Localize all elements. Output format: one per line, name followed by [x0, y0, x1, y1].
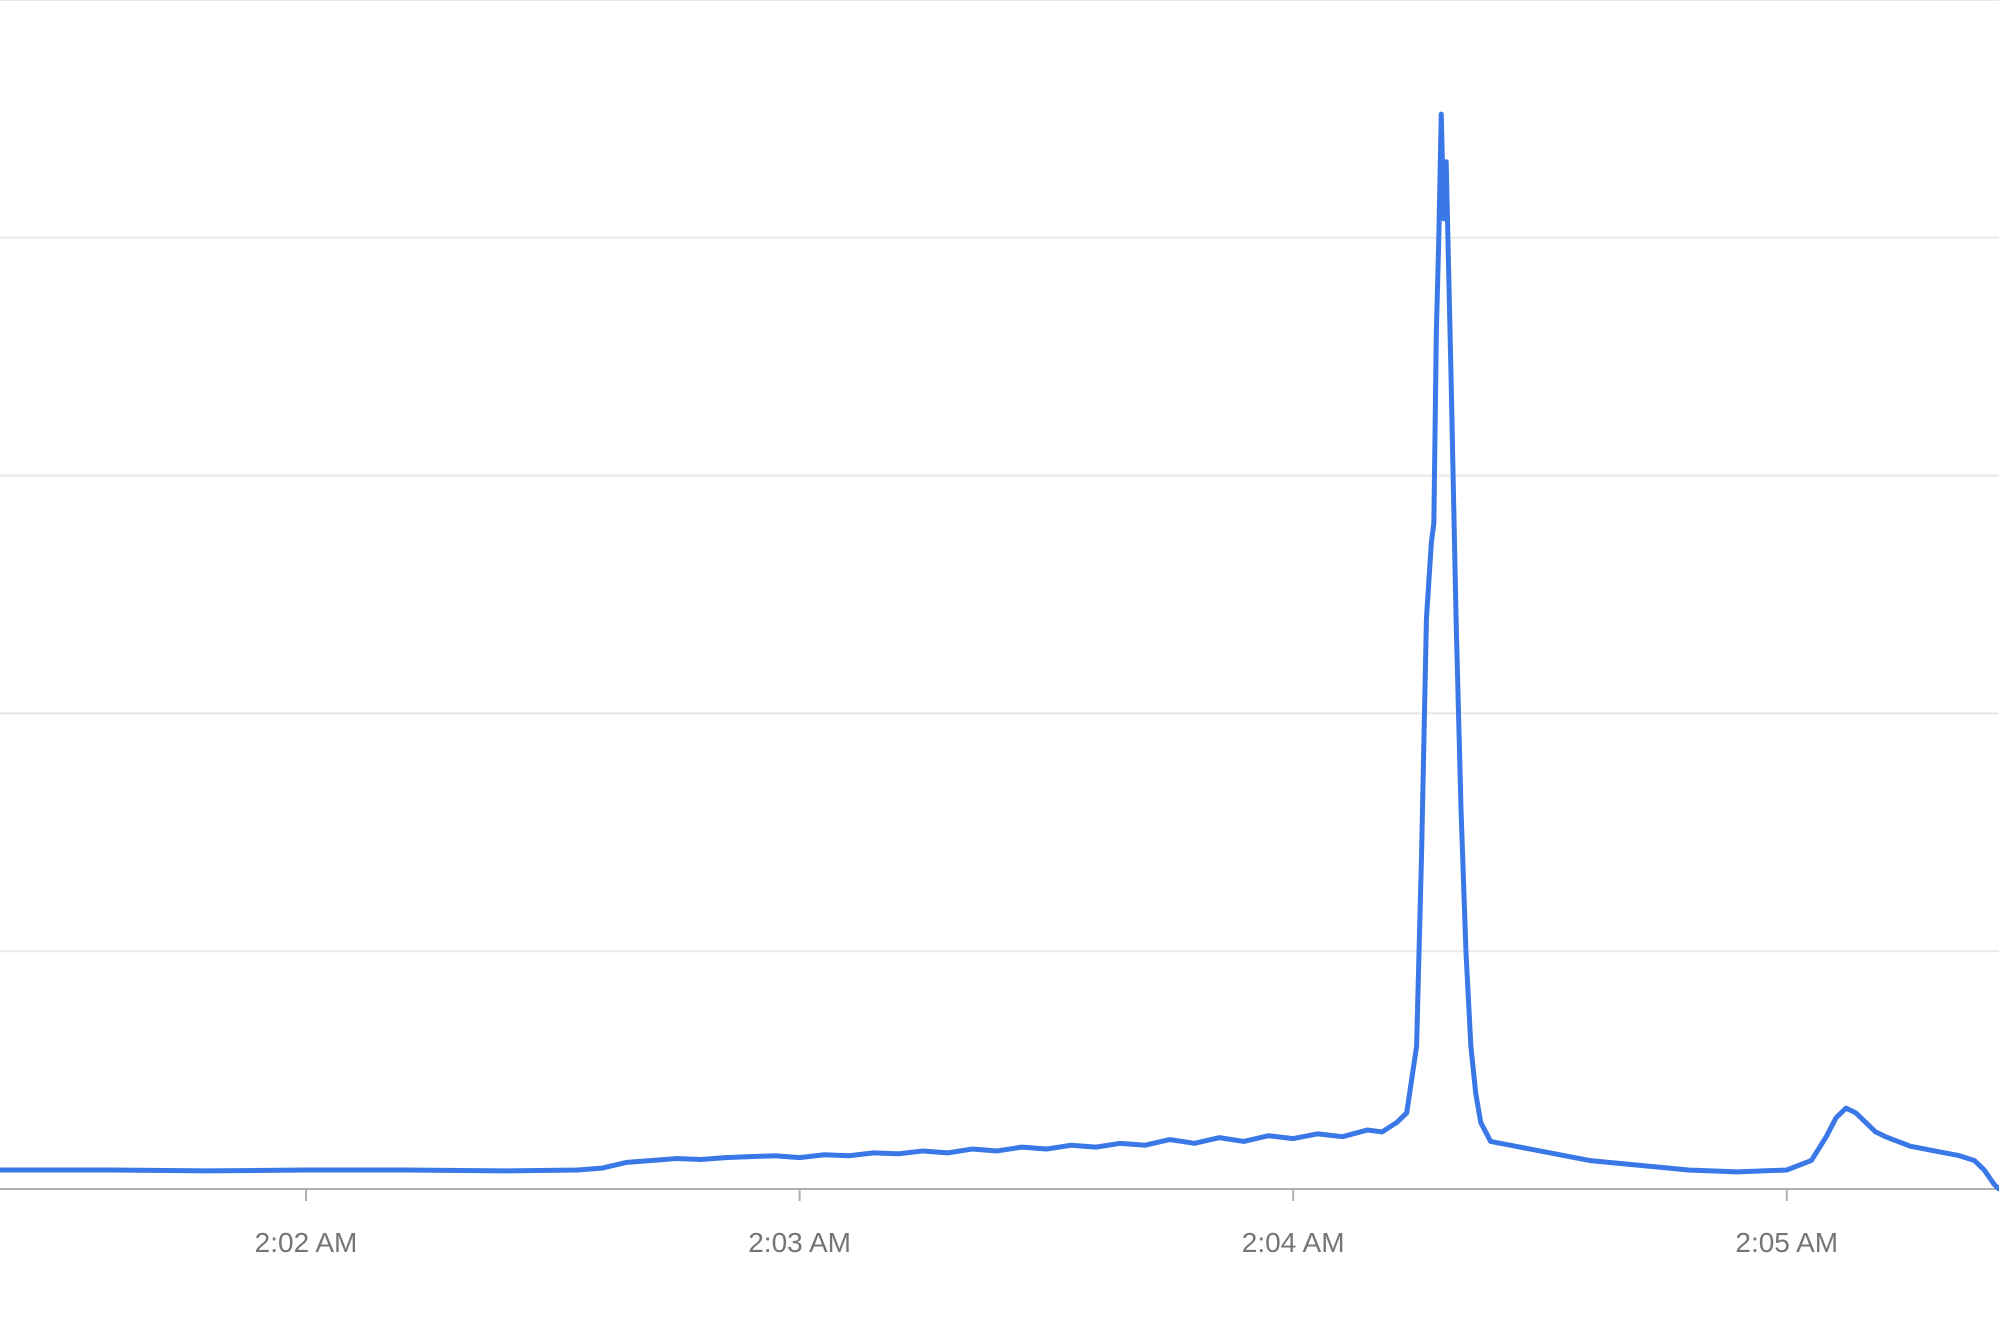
x-axis-label: 2:02 AM: [255, 1227, 358, 1259]
series-line: [0, 114, 1999, 1189]
x-axis-label: 2:05 AM: [1735, 1227, 1838, 1259]
x-axis-label: 2:03 AM: [748, 1227, 851, 1259]
chart-svg: [0, 0, 1999, 1319]
x-axis-label: 2:04 AM: [1242, 1227, 1345, 1259]
time-series-chart: 2:02 AM 2:03 AM 2:04 AM 2:05 AM: [0, 0, 1999, 1319]
